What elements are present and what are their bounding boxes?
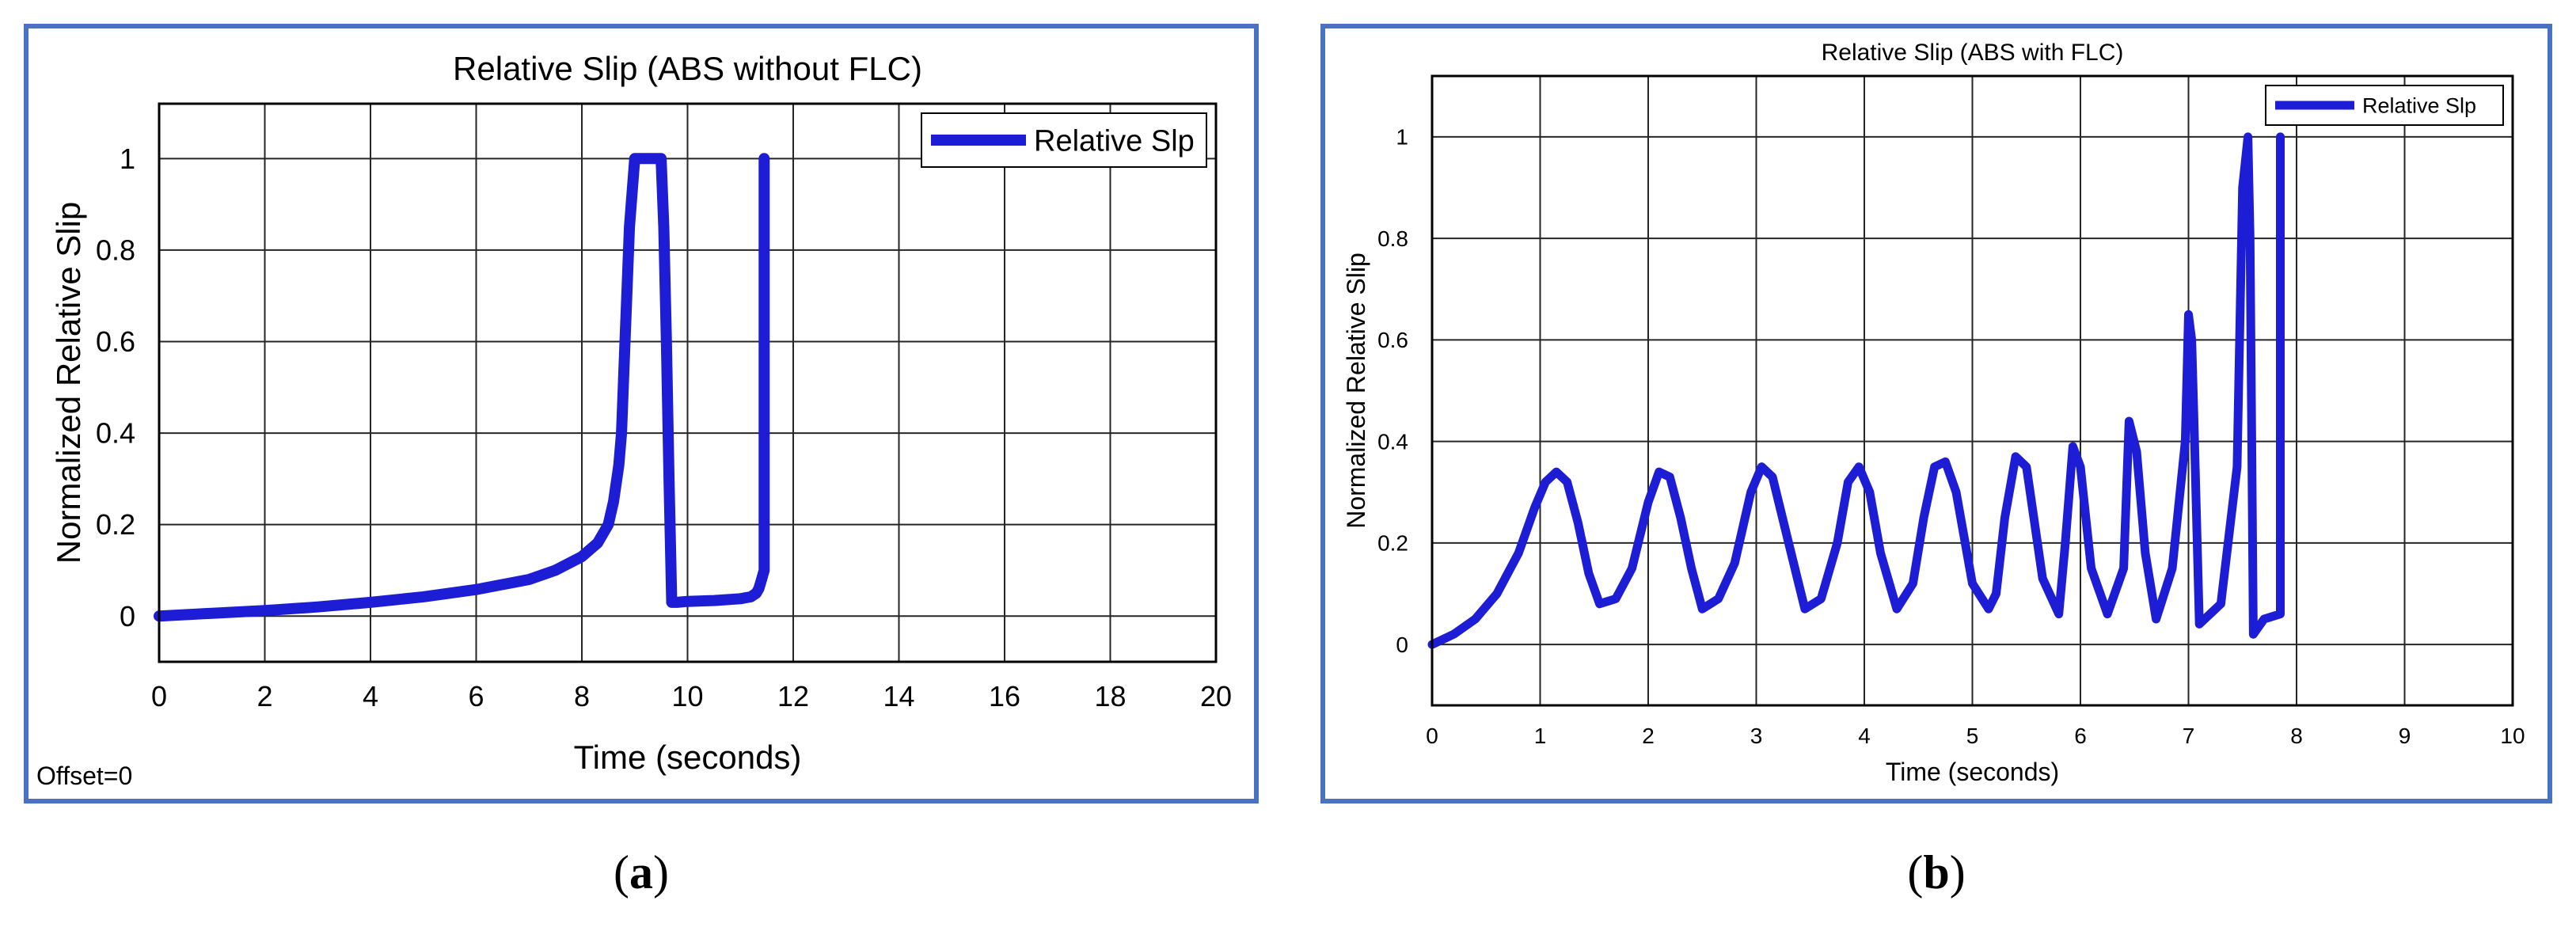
y-tick-label: 0.6	[1377, 328, 1408, 352]
x-tick-label: 9	[2399, 724, 2411, 748]
caption-a: (a)	[614, 846, 669, 899]
x-tick-label: 7	[2183, 724, 2195, 748]
caption-b-letter: b	[1923, 846, 1950, 899]
y-tick-label: 0	[1396, 633, 1408, 657]
y-tick-label: 0.6	[96, 325, 135, 358]
y-tick-label: 0.8	[96, 234, 135, 267]
y-axis-label: Normalized Relative Slip	[50, 202, 87, 564]
plot-border	[1430, 74, 2514, 707]
series-line-0	[154, 153, 770, 622]
chart-b: 0 1 2 3 4 5 6 7 8 9 10 0 0.2 0.4 0.6 0.8 1 Relative Slip …	[1342, 40, 2525, 786]
chart-a: 0 2 4 6 8 10 12 14 16 18 20 0 0.2 0.4 0.6 0.8 1 Relative …	[36, 50, 1232, 790]
caption-b: (b)	[1907, 846, 1966, 899]
legend-label: Relative Slp	[1034, 125, 1195, 158]
x-tick-label: 1	[1534, 724, 1547, 748]
x-tick-label: 2	[256, 680, 272, 712]
x-tick-label: 18	[1094, 680, 1126, 712]
x-tick-label: 6	[468, 680, 484, 712]
panel-a: 0 2 4 6 8 10 12 14 16 18 20 0 0.2 0.4 0.6 0.8 1 Relative …	[24, 24, 1259, 804]
x-tick-label: 8	[574, 680, 590, 712]
chart-title: Relative Slip (ABS with FLC)	[1822, 40, 2124, 66]
x-tick-label: 5	[1966, 724, 1979, 748]
y-tick-label: 0	[120, 600, 135, 633]
x-tick-label: 4	[1858, 724, 1871, 748]
x-tick-label: 16	[989, 680, 1020, 712]
panel-b: 0 1 2 3 4 5 6 7 8 9 10 0 0.2 0.4 0.6 0.8 1 Relative Slip …	[1320, 24, 2552, 804]
x-tick-label: 3	[1750, 724, 1763, 748]
offset-annotation: Offset=0	[36, 762, 132, 790]
x-tick-label: 4	[363, 680, 378, 712]
y-axis-label: Normalized Relative Slip	[1342, 253, 1370, 529]
x-tick-label: 14	[883, 680, 914, 712]
x-tick-label: 0	[151, 680, 167, 712]
y-tick-label: 0.4	[1377, 429, 1408, 454]
x-tick-label: 6	[2074, 724, 2087, 748]
y-tick-label: 1	[1396, 125, 1408, 150]
y-tick-label: 0.4	[96, 417, 135, 450]
x-tick-label: 20	[1200, 680, 1232, 712]
x-tick-label: 0	[1426, 724, 1438, 748]
plot-border	[158, 102, 1218, 663]
caption-a-letter: a	[629, 846, 653, 899]
series-line-0	[1427, 132, 2285, 649]
legend-label: Relative Slp	[2362, 94, 2476, 118]
x-tick-label: 8	[2290, 724, 2303, 748]
y-tick-label: 0.8	[1377, 226, 1408, 251]
x-tick-label: 10	[2500, 724, 2525, 748]
x-axis-label: Time (seconds)	[574, 739, 802, 776]
y-tick-label: 1	[120, 142, 135, 175]
x-tick-label: 10	[671, 680, 703, 712]
y-tick-label: 0.2	[1377, 531, 1408, 556]
x-axis-label: Time (seconds)	[1886, 758, 2059, 786]
y-tick-label: 0.2	[96, 508, 135, 541]
x-tick-label: 2	[1642, 724, 1655, 748]
x-tick-label: 12	[777, 680, 809, 712]
chart-title: Relative Slip (ABS without FLC)	[453, 50, 922, 87]
